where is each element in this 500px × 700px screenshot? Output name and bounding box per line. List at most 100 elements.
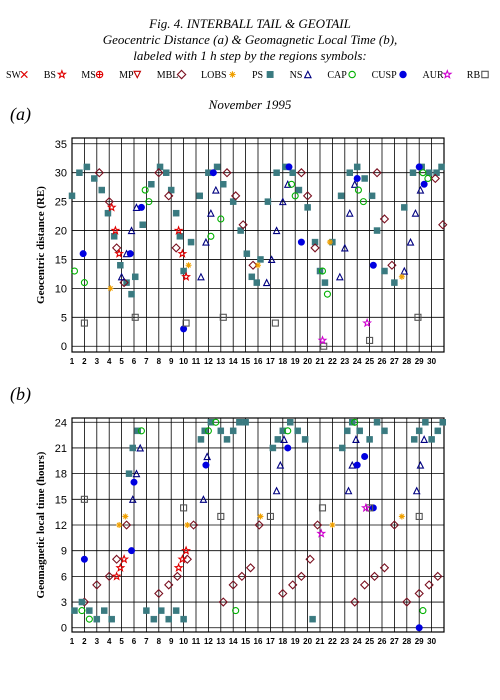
legend-symbol-mbl [176, 69, 187, 80]
data-point-mbl [172, 571, 183, 582]
data-point-cusp [353, 174, 361, 182]
data-point-lobs [122, 513, 129, 520]
y-tick-label: 9 [61, 546, 67, 558]
data-point-mbl [111, 243, 122, 253]
data-point-rb [271, 319, 279, 327]
data-point-rb [366, 504, 374, 512]
data-point-mbl [438, 220, 448, 230]
data-point-mbl [119, 277, 129, 288]
data-point-cusp [415, 163, 423, 171]
data-point-ns [280, 435, 288, 443]
x-tick-label: 9 [169, 637, 174, 646]
series-bs [106, 202, 191, 281]
data-point-mbl [228, 580, 238, 590]
data-point-mbl [387, 260, 397, 270]
data-point-ps [201, 427, 208, 435]
data-point-cusp [137, 203, 145, 211]
data-point-mbl [111, 554, 122, 564]
data-point-ps [425, 169, 433, 176]
data-point-ps [83, 163, 91, 171]
x-tick-label: 30 [427, 357, 436, 366]
data-point-ps [117, 261, 124, 269]
legend-label-ms: MS [81, 70, 95, 81]
x-tick-label: 5 [119, 637, 124, 646]
y-tick-label: 18 [55, 469, 67, 481]
data-point-ns [127, 226, 136, 235]
x-tick-label: 22 [328, 357, 337, 366]
data-point-cap [291, 192, 299, 200]
data-point-bs [181, 271, 191, 281]
data-point-cusp [353, 461, 361, 469]
data-point-ps [248, 273, 256, 281]
y-tick-label: 24 [55, 417, 67, 429]
data-point-ns [344, 486, 353, 495]
data-point-ps [229, 198, 237, 205]
data-point-cusp [79, 250, 87, 258]
legend-symbol-aur [442, 69, 453, 79]
data-point-ps [242, 419, 249, 426]
data-point-cusp [126, 250, 134, 258]
data-point-ps [172, 209, 180, 217]
data-point-rb [80, 495, 88, 503]
data-point-ps [76, 169, 83, 176]
data-point-mbl [424, 580, 434, 590]
data-point-bs [114, 248, 125, 258]
data-point-ns [411, 208, 420, 217]
data-point-ps [373, 419, 381, 426]
data-point-mbl [164, 580, 174, 590]
data-point-ns [203, 452, 212, 461]
data-point-bs [173, 225, 184, 235]
data-point-cap [419, 169, 427, 177]
data-point-mbl [350, 597, 360, 607]
data-point-mbl [414, 588, 424, 599]
data-point-ps [356, 427, 363, 435]
x-tick-label: 6 [132, 637, 137, 646]
data-point-cusp [415, 624, 423, 632]
data-point-mbl [92, 580, 102, 590]
data-point-mbl [389, 520, 400, 530]
data-point-cap [351, 418, 359, 426]
data-point-rb [217, 512, 225, 520]
y-tick-label: 6 [61, 571, 67, 583]
x-tick-label: 19 [291, 637, 300, 646]
data-point-ns [117, 272, 126, 281]
series-rb [80, 495, 423, 520]
data-point-ps [196, 192, 203, 200]
data-point-ps [301, 436, 309, 443]
data-point-ps [158, 607, 165, 614]
x-tick-label: 21 [316, 357, 325, 366]
x-tick-label: 25 [365, 637, 374, 646]
y-tick-label: 5 [61, 312, 67, 324]
data-point-mbl [231, 191, 241, 201]
x-tick-label: 18 [278, 637, 287, 646]
data-point-ps [309, 615, 316, 623]
data-points [68, 163, 448, 350]
data-point-ps [410, 436, 418, 443]
x-tick-label: 13 [216, 357, 225, 366]
data-point-ps [289, 169, 296, 176]
data-point-ns [416, 185, 425, 194]
data-point-ps [86, 607, 93, 614]
data-point-lobs [255, 262, 261, 269]
data-point-ns [340, 243, 349, 252]
data-point-mbl [94, 168, 104, 178]
data-point-ps [139, 221, 146, 229]
data-point-cap [424, 174, 432, 183]
series-ns [117, 180, 425, 287]
y-tick-label: 10 [55, 283, 67, 295]
data-point-cap [232, 607, 240, 615]
x-tick-label: 17 [266, 637, 275, 646]
data-point-ps [381, 267, 388, 275]
series-mbl [79, 520, 443, 607]
data-point-mbl [379, 214, 390, 224]
data-point-ps [68, 192, 76, 200]
data-point-mbl [433, 571, 443, 582]
data-point-ps [361, 175, 368, 182]
data-points [71, 418, 447, 632]
data-point-aur [317, 335, 328, 345]
series-cap [70, 169, 432, 298]
legend-label-lobs: LOBS [201, 70, 227, 81]
legend-symbol-mp [133, 70, 142, 79]
series-bs [111, 545, 192, 581]
title-line-3: labeled with 1 h step by the regions sym… [133, 48, 367, 63]
